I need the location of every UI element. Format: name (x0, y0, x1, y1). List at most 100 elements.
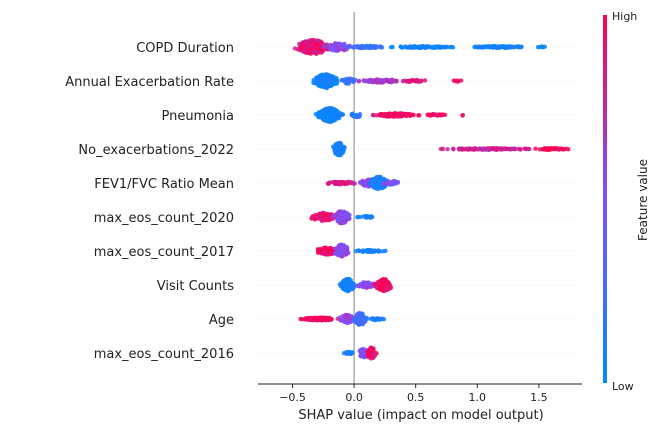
shap-point (390, 44, 395, 50)
shap-point (330, 76, 335, 82)
shap-point (435, 113, 440, 118)
colorbar-title: Feature value (636, 159, 650, 241)
shap-point (324, 84, 329, 89)
shap-point (437, 44, 442, 50)
shap-point (342, 220, 347, 225)
x-axis: −0.5 0.0 0.5 1.0 1.5 (258, 383, 582, 404)
shap-point (522, 146, 527, 151)
shap-point (356, 313, 361, 318)
shap-point (323, 116, 328, 121)
shap-point (363, 44, 368, 49)
shap-point (343, 252, 349, 257)
feature-label: max_eos_count_2016 (94, 347, 234, 362)
shap-point (333, 146, 338, 152)
feature-points-group (309, 209, 375, 226)
shap-point (314, 81, 319, 86)
shap-point (322, 44, 327, 49)
shap-point (322, 107, 328, 112)
shap-point (361, 78, 367, 84)
shap-point (347, 276, 352, 282)
shap-point (318, 315, 324, 321)
feature-label: Age (209, 313, 234, 328)
shap-point (542, 44, 547, 49)
shap-point (340, 313, 345, 319)
x-tick-label: −0.5 (279, 391, 306, 404)
shap-point (349, 314, 354, 319)
shap-point (309, 38, 314, 43)
shap-point (386, 281, 391, 286)
shap-point (305, 50, 310, 55)
shap-point (358, 180, 363, 185)
shap-point (323, 212, 328, 218)
shap-point (374, 113, 379, 118)
shap-point (304, 316, 309, 321)
shap-point (440, 146, 446, 152)
shap-point (361, 314, 366, 320)
shap-point (352, 319, 357, 324)
shap-point (378, 286, 383, 291)
shap-point (319, 47, 325, 53)
shap-point (317, 83, 323, 89)
shap-point (424, 45, 429, 50)
x-tick-label: 1.5 (530, 391, 548, 404)
shap-point (481, 146, 487, 151)
shap-point (376, 249, 381, 254)
shap-point (372, 282, 377, 287)
shap-point (364, 215, 369, 220)
shap-point (349, 350, 354, 355)
points-layer (292, 37, 571, 361)
shap-point (386, 180, 391, 185)
shap-point (373, 180, 378, 185)
feature-guides (258, 12, 582, 384)
shap-point (422, 78, 428, 83)
shap-point (414, 78, 420, 83)
shap-point (376, 316, 381, 321)
feature-label: Annual Exacerbation Rate (65, 75, 234, 90)
shap-point (346, 180, 351, 186)
shap-point (484, 44, 490, 49)
shap-point (365, 316, 370, 321)
shap-point (316, 249, 321, 254)
shap-point (308, 43, 313, 49)
shap-point (326, 109, 332, 115)
shap-point (373, 45, 378, 50)
shap-point (340, 150, 346, 155)
shap-point (367, 284, 372, 289)
feature-points-group (325, 174, 401, 192)
shap-point (360, 282, 366, 288)
shap-point (298, 46, 303, 51)
shap-point (399, 45, 405, 50)
shap-point (332, 111, 337, 117)
feature-label: Visit Counts (157, 279, 234, 294)
shap-point (382, 112, 388, 117)
shap-point (544, 147, 549, 152)
shap-point (309, 216, 314, 221)
shap-point (326, 72, 331, 78)
shap-point (380, 316, 385, 321)
shap-point (341, 181, 346, 186)
shap-point (454, 78, 460, 83)
shap-point (473, 44, 478, 50)
feature-label: COPD Duration (136, 41, 234, 56)
shap-point (327, 43, 332, 49)
shap-point (338, 211, 343, 217)
feature-points-group (298, 311, 387, 327)
shap-point (336, 181, 341, 186)
shap-point (368, 215, 373, 220)
shap-point (350, 111, 355, 116)
shap-point (346, 44, 351, 50)
shap-point (369, 78, 374, 83)
shap-point (460, 112, 466, 118)
shap-point (508, 146, 513, 152)
shap-point (356, 79, 362, 84)
colorbar-gradient (603, 15, 607, 383)
feature-label: No_exacerbations_2022 (78, 143, 234, 158)
shap-point (548, 146, 553, 151)
shap-point (349, 76, 354, 82)
shap-point (339, 217, 345, 222)
shap-point (312, 316, 317, 321)
shap-point (364, 248, 369, 253)
feature-points-group (331, 140, 571, 158)
